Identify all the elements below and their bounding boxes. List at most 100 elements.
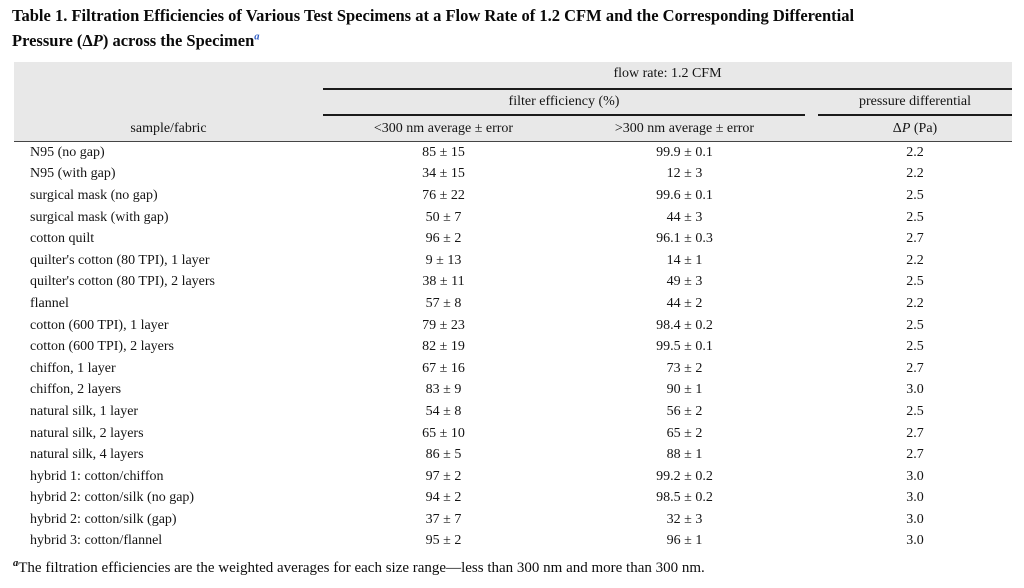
row-sub300: 38 ± 11 xyxy=(422,274,465,290)
table-row: N95 (no gap) 85 ± 15 99.9 ± 0.1 2.2 xyxy=(14,142,1012,164)
title-line1: Table 1. Filtration Efficiencies of Vari… xyxy=(12,6,855,25)
footnote-text: The filtration efficiencies are the weig… xyxy=(18,560,705,576)
rule-under-flow-rate xyxy=(323,88,1012,90)
row-label: N95 (no gap) xyxy=(30,144,105,160)
row-sub300: 94 ± 2 xyxy=(425,490,462,506)
row-over300: 96 ± 1 xyxy=(666,533,703,549)
row-sub300: 79 ± 23 xyxy=(422,317,465,333)
row-label: hybrid 1: cotton/chiffon xyxy=(30,468,164,484)
row-over300: 90 ± 1 xyxy=(666,382,703,398)
row-label: natural silk, 4 layers xyxy=(30,447,144,463)
table-row: natural silk, 1 layer 54 ± 8 56 ± 2 2.5 xyxy=(14,401,1012,423)
row-sub300: 97 ± 2 xyxy=(425,468,462,484)
table-row: cotton quilt 96 ± 2 96.1 ± 0.3 2.7 xyxy=(14,228,1012,250)
header-flow-rate: flow rate: 1.2 CFM xyxy=(613,66,722,81)
table-row: hybrid 2: cotton/silk (no gap) 94 ± 2 98… xyxy=(14,488,1012,510)
footnote-marker: a xyxy=(13,558,19,569)
row-sub300: 37 ± 7 xyxy=(425,511,462,527)
row-sub300: 96 ± 2 xyxy=(425,231,462,247)
row-over300: 44 ± 2 xyxy=(666,295,703,311)
title-line2: Pressure (ΔP) across the Specimena xyxy=(12,30,260,50)
row-over300: 14 ± 1 xyxy=(666,252,703,268)
row-over300: 12 ± 3 xyxy=(666,166,703,182)
row-label: hybrid 3: cotton/flannel xyxy=(30,533,163,549)
row-dp: 2.2 xyxy=(906,252,924,268)
row-dp: 2.7 xyxy=(906,425,924,441)
row-dp: 2.5 xyxy=(906,339,924,355)
row-over300: 99.6 ± 0.1 xyxy=(656,187,713,203)
row-dp: 2.7 xyxy=(906,360,924,376)
row-label: cotton (600 TPI), 1 layer xyxy=(30,317,169,333)
footnote-ref-link[interactable]: a xyxy=(254,31,260,42)
header-sample-fabric: sample/fabric xyxy=(130,120,207,136)
row-label: hybrid 2: cotton/silk (no gap) xyxy=(30,490,195,506)
row-label: natural silk, 1 layer xyxy=(30,403,139,419)
row-dp: 3.0 xyxy=(906,511,924,527)
row-dp: 2.5 xyxy=(906,187,924,203)
table-row: quilter's cotton (80 TPI), 2 layers 38 ±… xyxy=(14,272,1012,294)
row-sub300: 85 ± 15 xyxy=(422,144,465,160)
row-dp: 3.0 xyxy=(906,468,924,484)
rule-under-pressure-differential xyxy=(818,114,1012,116)
row-over300: 56 ± 2 xyxy=(666,403,703,419)
row-sub300: 54 ± 8 xyxy=(425,403,462,419)
row-over300: 73 ± 2 xyxy=(666,360,703,376)
row-dp: 2.5 xyxy=(906,209,924,225)
row-sub300: 82 ± 19 xyxy=(422,339,465,355)
table-body: N95 (no gap) 85 ± 15 99.9 ± 0.1 2.2 N95 … xyxy=(14,142,1012,552)
header-sub300: <300 nm average ± error xyxy=(373,120,514,136)
table-header: flow rate: 1.2 CFM filter efficiency (%)… xyxy=(14,62,1012,142)
row-over300: 32 ± 3 xyxy=(666,511,703,527)
row-label: hybrid 2: cotton/silk (gap) xyxy=(30,511,177,527)
table-row: cotton (600 TPI), 2 layers 82 ± 19 99.5 … xyxy=(14,336,1012,358)
header-pressure-differential: pressure differential xyxy=(858,94,972,109)
row-dp: 2.5 xyxy=(906,403,924,419)
row-over300: 99.5 ± 0.1 xyxy=(656,339,713,355)
row-sub300: 86 ± 5 xyxy=(425,447,462,463)
table-row: natural silk, 4 layers 86 ± 5 88 ± 1 2.7 xyxy=(14,444,1012,466)
table-row: N95 (with gap) 34 ± 15 12 ± 3 2.2 xyxy=(14,164,1012,186)
row-label: chiffon, 2 layers xyxy=(30,382,122,398)
row-over300: 88 ± 1 xyxy=(666,447,703,463)
row-label: cotton quilt xyxy=(30,231,95,247)
table-row: hybrid 1: cotton/chiffon 97 ± 2 99.2 ± 0… xyxy=(14,466,1012,488)
header-over300: >300 nm average ± error xyxy=(614,120,755,136)
rule-under-filter-efficiency xyxy=(323,114,805,116)
row-label: natural silk, 2 layers xyxy=(30,425,144,441)
row-dp: 2.2 xyxy=(906,166,924,182)
row-label: quilter's cotton (80 TPI), 2 layers xyxy=(30,274,216,290)
row-sub300: 83 ± 9 xyxy=(425,382,462,398)
table-row: chiffon, 1 layer 67 ± 16 73 ± 2 2.7 xyxy=(14,358,1012,380)
row-dp: 3.0 xyxy=(906,490,924,506)
row-label: surgical mask (no gap) xyxy=(30,187,158,203)
row-dp: 2.7 xyxy=(906,447,924,463)
table-row: quilter's cotton (80 TPI), 1 layer 9 ± 1… xyxy=(14,250,1012,272)
row-over300: 99.2 ± 0.2 xyxy=(656,468,713,484)
table-row: chiffon, 2 layers 83 ± 9 90 ± 1 3.0 xyxy=(14,380,1012,402)
row-dp: 3.0 xyxy=(906,533,924,549)
table-title: Table 1. Filtration Efficiencies of Vari… xyxy=(12,5,854,51)
table-row: surgical mask (no gap) 76 ± 22 99.6 ± 0.… xyxy=(14,185,1012,207)
table-row: flannel 57 ± 8 44 ± 2 2.2 xyxy=(14,293,1012,315)
row-dp: 2.7 xyxy=(906,231,924,247)
row-dp: 2.2 xyxy=(906,295,924,311)
row-label: quilter's cotton (80 TPI), 1 layer xyxy=(30,252,210,268)
table-row: surgical mask (with gap) 50 ± 7 44 ± 3 2… xyxy=(14,207,1012,229)
row-sub300: 65 ± 10 xyxy=(422,425,465,441)
row-over300: 44 ± 3 xyxy=(666,209,703,225)
data-table: flow rate: 1.2 CFM filter efficiency (%)… xyxy=(14,62,1012,552)
row-dp: 2.5 xyxy=(906,317,924,333)
row-dp: 2.2 xyxy=(906,144,924,160)
row-over300: 65 ± 2 xyxy=(666,425,703,441)
table-row: cotton (600 TPI), 1 layer 79 ± 23 98.4 ±… xyxy=(14,315,1012,337)
row-label: flannel xyxy=(30,295,69,311)
row-sub300: 57 ± 8 xyxy=(425,295,462,311)
row-dp: 3.0 xyxy=(906,382,924,398)
header-filter-efficiency: filter efficiency (%) xyxy=(508,94,620,109)
table-row: natural silk, 2 layers 65 ± 10 65 ± 2 2.… xyxy=(14,423,1012,445)
row-label: surgical mask (with gap) xyxy=(30,209,169,225)
row-sub300: 34 ± 15 xyxy=(422,166,465,182)
row-over300: 98.5 ± 0.2 xyxy=(656,490,713,506)
row-label: cotton (600 TPI), 2 layers xyxy=(30,339,174,355)
table-row: hybrid 3: cotton/flannel 95 ± 2 96 ± 1 3… xyxy=(14,531,1012,553)
